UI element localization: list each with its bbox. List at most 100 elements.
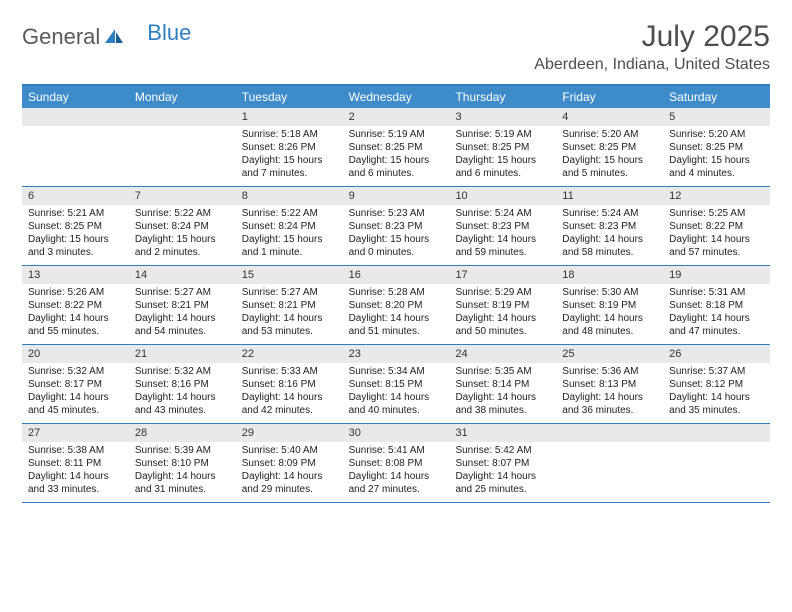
dow-wednesday: Wednesday (343, 86, 450, 108)
dow-sunday: Sunday (22, 86, 129, 108)
day-detail: Sunrise: 5:25 AMSunset: 8:22 PMDaylight:… (663, 205, 770, 263)
day-cell: 5Sunrise: 5:20 AMSunset: 8:25 PMDaylight… (663, 108, 770, 186)
week-row: 20Sunrise: 5:32 AMSunset: 8:17 PMDayligh… (22, 345, 770, 424)
day-detail: Sunrise: 5:26 AMSunset: 8:22 PMDaylight:… (22, 284, 129, 342)
day-number (556, 424, 663, 442)
day-cell: 11Sunrise: 5:24 AMSunset: 8:23 PMDayligh… (556, 187, 663, 265)
day-cell: 8Sunrise: 5:22 AMSunset: 8:24 PMDaylight… (236, 187, 343, 265)
day-detail: Sunrise: 5:40 AMSunset: 8:09 PMDaylight:… (236, 442, 343, 500)
day-detail: Sunrise: 5:32 AMSunset: 8:17 PMDaylight:… (22, 363, 129, 421)
day-cell: 4Sunrise: 5:20 AMSunset: 8:25 PMDaylight… (556, 108, 663, 186)
day-detail: Sunrise: 5:19 AMSunset: 8:25 PMDaylight:… (449, 126, 556, 184)
day-number: 28 (129, 424, 236, 442)
day-cell: 10Sunrise: 5:24 AMSunset: 8:23 PMDayligh… (449, 187, 556, 265)
calendar: SundayMondayTuesdayWednesdayThursdayFrid… (22, 84, 770, 503)
day-cell: 19Sunrise: 5:31 AMSunset: 8:18 PMDayligh… (663, 266, 770, 344)
day-detail: Sunrise: 5:38 AMSunset: 8:11 PMDaylight:… (22, 442, 129, 500)
day-cell: 28Sunrise: 5:39 AMSunset: 8:10 PMDayligh… (129, 424, 236, 502)
day-number: 21 (129, 345, 236, 363)
day-detail: Sunrise: 5:23 AMSunset: 8:23 PMDaylight:… (343, 205, 450, 263)
day-detail: Sunrise: 5:36 AMSunset: 8:13 PMDaylight:… (556, 363, 663, 421)
day-number: 22 (236, 345, 343, 363)
day-cell: 24Sunrise: 5:35 AMSunset: 8:14 PMDayligh… (449, 345, 556, 423)
day-number: 9 (343, 187, 450, 205)
day-number: 19 (663, 266, 770, 284)
day-cell: 2Sunrise: 5:19 AMSunset: 8:25 PMDaylight… (343, 108, 450, 186)
day-empty (129, 108, 236, 186)
day-cell: 14Sunrise: 5:27 AMSunset: 8:21 PMDayligh… (129, 266, 236, 344)
day-number: 23 (343, 345, 450, 363)
day-number: 16 (343, 266, 450, 284)
day-cell: 17Sunrise: 5:29 AMSunset: 8:19 PMDayligh… (449, 266, 556, 344)
logo: General Blue (22, 24, 191, 50)
day-empty (663, 424, 770, 502)
day-number: 10 (449, 187, 556, 205)
day-cell: 27Sunrise: 5:38 AMSunset: 8:11 PMDayligh… (22, 424, 129, 502)
week-row: 13Sunrise: 5:26 AMSunset: 8:22 PMDayligh… (22, 266, 770, 345)
day-number: 15 (236, 266, 343, 284)
day-detail: Sunrise: 5:41 AMSunset: 8:08 PMDaylight:… (343, 442, 450, 500)
day-cell: 21Sunrise: 5:32 AMSunset: 8:16 PMDayligh… (129, 345, 236, 423)
day-detail: Sunrise: 5:42 AMSunset: 8:07 PMDaylight:… (449, 442, 556, 500)
day-number: 14 (129, 266, 236, 284)
day-detail: Sunrise: 5:24 AMSunset: 8:23 PMDaylight:… (449, 205, 556, 263)
logo-sail-icon (103, 25, 125, 51)
day-number: 17 (449, 266, 556, 284)
title-block: July 2025 Aberdeen, Indiana, United Stat… (534, 20, 770, 74)
day-detail: Sunrise: 5:22 AMSunset: 8:24 PMDaylight:… (236, 205, 343, 263)
day-cell: 25Sunrise: 5:36 AMSunset: 8:13 PMDayligh… (556, 345, 663, 423)
day-cell: 31Sunrise: 5:42 AMSunset: 8:07 PMDayligh… (449, 424, 556, 502)
week-row: 6Sunrise: 5:21 AMSunset: 8:25 PMDaylight… (22, 187, 770, 266)
day-number: 30 (343, 424, 450, 442)
day-cell: 20Sunrise: 5:32 AMSunset: 8:17 PMDayligh… (22, 345, 129, 423)
day-number: 1 (236, 108, 343, 126)
day-number: 3 (449, 108, 556, 126)
day-detail: Sunrise: 5:21 AMSunset: 8:25 PMDaylight:… (22, 205, 129, 263)
day-number: 11 (556, 187, 663, 205)
day-detail: Sunrise: 5:24 AMSunset: 8:23 PMDaylight:… (556, 205, 663, 263)
day-cell: 1Sunrise: 5:18 AMSunset: 8:26 PMDaylight… (236, 108, 343, 186)
day-number: 13 (22, 266, 129, 284)
day-number (22, 108, 129, 126)
day-number: 6 (22, 187, 129, 205)
dow-saturday: Saturday (663, 86, 770, 108)
day-number: 5 (663, 108, 770, 126)
day-number: 24 (449, 345, 556, 363)
day-number: 29 (236, 424, 343, 442)
location: Aberdeen, Indiana, United States (534, 56, 770, 74)
logo-text-2: Blue (147, 20, 191, 46)
dow-monday: Monday (129, 86, 236, 108)
day-empty (556, 424, 663, 502)
day-cell: 3Sunrise: 5:19 AMSunset: 8:25 PMDaylight… (449, 108, 556, 186)
day-number (663, 424, 770, 442)
day-detail: Sunrise: 5:20 AMSunset: 8:25 PMDaylight:… (556, 126, 663, 184)
day-detail: Sunrise: 5:34 AMSunset: 8:15 PMDaylight:… (343, 363, 450, 421)
day-detail: Sunrise: 5:39 AMSunset: 8:10 PMDaylight:… (129, 442, 236, 500)
day-number: 8 (236, 187, 343, 205)
day-number: 4 (556, 108, 663, 126)
day-detail: Sunrise: 5:35 AMSunset: 8:14 PMDaylight:… (449, 363, 556, 421)
day-detail: Sunrise: 5:28 AMSunset: 8:20 PMDaylight:… (343, 284, 450, 342)
dow-friday: Friday (556, 86, 663, 108)
day-detail: Sunrise: 5:27 AMSunset: 8:21 PMDaylight:… (129, 284, 236, 342)
logo-text-1: General (22, 24, 100, 50)
day-number: 26 (663, 345, 770, 363)
header: General Blue July 2025 Aberdeen, Indiana… (22, 20, 770, 74)
day-cell: 22Sunrise: 5:33 AMSunset: 8:16 PMDayligh… (236, 345, 343, 423)
day-cell: 18Sunrise: 5:30 AMSunset: 8:19 PMDayligh… (556, 266, 663, 344)
day-detail: Sunrise: 5:30 AMSunset: 8:19 PMDaylight:… (556, 284, 663, 342)
day-number: 18 (556, 266, 663, 284)
day-number: 12 (663, 187, 770, 205)
day-cell: 7Sunrise: 5:22 AMSunset: 8:24 PMDaylight… (129, 187, 236, 265)
day-detail: Sunrise: 5:18 AMSunset: 8:26 PMDaylight:… (236, 126, 343, 184)
day-detail: Sunrise: 5:22 AMSunset: 8:24 PMDaylight:… (129, 205, 236, 263)
day-cell: 12Sunrise: 5:25 AMSunset: 8:22 PMDayligh… (663, 187, 770, 265)
day-empty (22, 108, 129, 186)
day-detail: Sunrise: 5:31 AMSunset: 8:18 PMDaylight:… (663, 284, 770, 342)
dow-thursday: Thursday (449, 86, 556, 108)
day-detail: Sunrise: 5:19 AMSunset: 8:25 PMDaylight:… (343, 126, 450, 184)
day-cell: 30Sunrise: 5:41 AMSunset: 8:08 PMDayligh… (343, 424, 450, 502)
day-detail: Sunrise: 5:29 AMSunset: 8:19 PMDaylight:… (449, 284, 556, 342)
day-number: 31 (449, 424, 556, 442)
day-cell: 15Sunrise: 5:27 AMSunset: 8:21 PMDayligh… (236, 266, 343, 344)
